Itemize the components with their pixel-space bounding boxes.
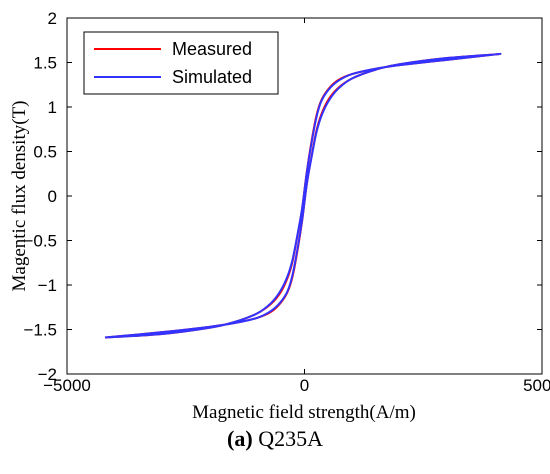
figure-caption: (a) Q235A <box>0 426 550 452</box>
x-axis-title: Magnetic field strength(A/m) <box>192 402 416 423</box>
y-tick-label: −2 <box>38 365 57 384</box>
axis-ticks: −5000 0 5000 2 1.5 1 0.5 0 −0.5 −1 −1.5 −2 <box>23 9 550 395</box>
caption-text: Q235A <box>258 426 323 451</box>
y-tick-label: 0.5 <box>33 143 57 162</box>
caption-label: (a) <box>227 426 253 451</box>
legend-label-simulated: Simulated <box>172 67 252 87</box>
legend-label-measured: Measured <box>172 39 252 59</box>
y-tick-label: 2 <box>48 9 57 28</box>
x-tick-label: 0 <box>300 376 309 395</box>
legend: Measured Simulated <box>83 31 279 95</box>
legend-box <box>83 31 279 95</box>
x-tick-label: 5000 <box>523 376 550 395</box>
series-group <box>104 52 502 339</box>
y-tick-label: 0 <box>48 187 57 206</box>
series-line-simulated <box>104 52 502 339</box>
y-tick-label: −1.5 <box>23 321 57 340</box>
y-tick-label: 1.5 <box>33 54 57 73</box>
y-tick-label: −0.5 <box>23 232 57 251</box>
y-tick-label: −1 <box>38 276 57 295</box>
y-axis-title: Magentic flux density(T) <box>9 100 30 291</box>
y-tick-label: 1 <box>48 98 57 117</box>
x-tick-label: −5000 <box>43 376 91 395</box>
